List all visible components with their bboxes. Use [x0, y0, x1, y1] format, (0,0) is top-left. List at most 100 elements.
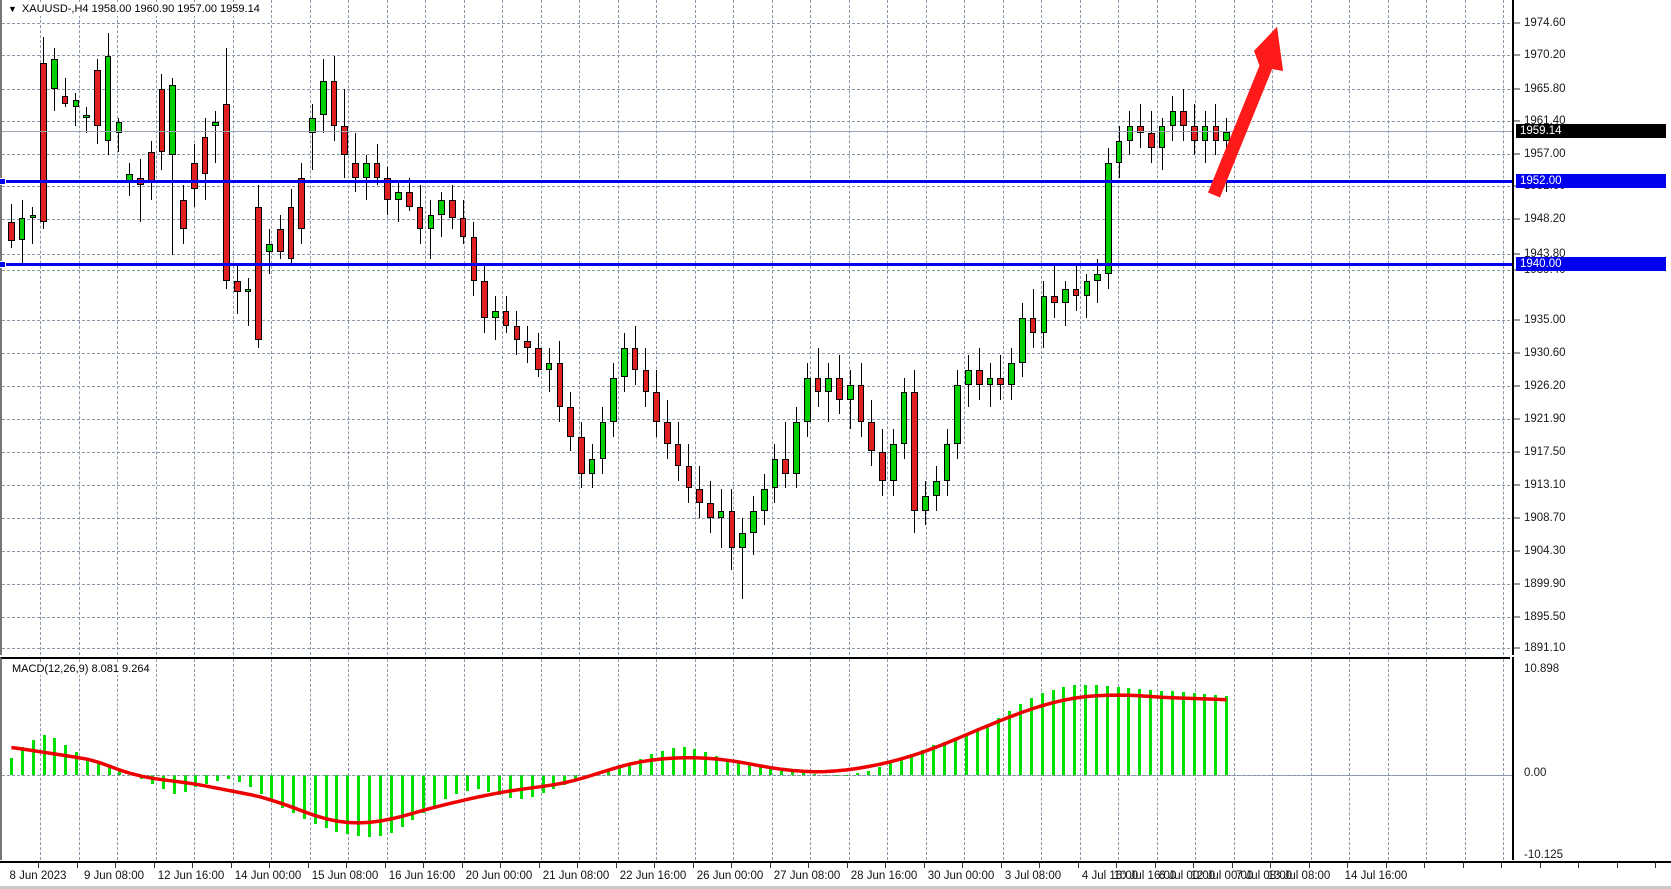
macd-bar: [346, 775, 350, 835]
candle-body: [922, 495, 929, 511]
price-axis-tick: [1514, 120, 1520, 122]
macd-bar: [259, 775, 263, 795]
macd-bar: [226, 775, 230, 780]
macd-bar: [487, 775, 491, 792]
price-axis-tick: [1514, 54, 1520, 56]
horizontal-line-1952[interactable]: [0, 178, 1512, 185]
macd-bar: [172, 775, 176, 795]
price-axis-label: 1921.90: [1524, 413, 1566, 425]
price-axis-label: 1913.10: [1524, 479, 1566, 491]
candle-body: [1083, 281, 1091, 296]
candle-body: [94, 70, 101, 126]
candle-body: [8, 222, 15, 241]
time-axis-label: 15 Jun 08:00: [311, 870, 379, 882]
candle-body: [846, 384, 854, 400]
candle-body: [685, 466, 693, 489]
candle-body: [1148, 133, 1155, 148]
candle-body: [1062, 288, 1069, 304]
macd-bar: [780, 770, 784, 775]
price-axis-tick: [1514, 451, 1520, 453]
macd-bar: [997, 717, 1001, 775]
macd-bar: [107, 767, 111, 775]
candle-body: [449, 199, 456, 219]
time-axis-tick: [1039, 863, 1040, 868]
candle-body: [352, 162, 359, 178]
candle-body: [373, 162, 381, 178]
macd-indicator-pane[interactable]: MACD(12,26,9) 8.081 9.264: [0, 657, 1512, 860]
candle-wick: [172, 77, 174, 256]
candle-body: [416, 207, 424, 230]
time-axis-tick: [1655, 863, 1656, 868]
macd-bar: [237, 775, 241, 782]
candle-body: [803, 377, 811, 422]
macd-bar: [292, 775, 295, 814]
candle-wick: [215, 111, 217, 163]
price-axis-label: 1891.10: [1524, 642, 1566, 654]
price-axis-label: 1948.20: [1524, 213, 1566, 225]
candle-body: [954, 384, 962, 445]
bullish-trend-arrow-icon[interactable]: [1182, 15, 1312, 205]
price-axis-label: 1974.60: [1524, 17, 1566, 29]
price-axis-label: 1970.20: [1524, 49, 1566, 61]
macd-bar: [357, 775, 361, 836]
candle-body: [717, 510, 725, 519]
macd-bar: [519, 775, 523, 799]
candle-body: [1019, 318, 1026, 363]
time-axis-tick: [384, 863, 386, 868]
macd-bar: [194, 775, 198, 788]
hline-anchor[interactable]: [0, 261, 6, 268]
candle-body: [244, 288, 252, 293]
price-badge-1940.00[interactable]: 1940.00: [1516, 257, 1666, 271]
candle-wick: [139, 159, 141, 222]
candle-body: [889, 444, 897, 482]
hline-anchor[interactable]: [0, 178, 6, 185]
candle-wick: [64, 77, 66, 108]
candle-body: [524, 340, 531, 348]
candle-body: [900, 392, 908, 445]
time-axis-tick: [962, 863, 963, 868]
chevron-down-icon[interactable]: ▼: [8, 3, 17, 14]
candle-body: [287, 207, 295, 259]
candle-body: [868, 421, 876, 452]
candle-body: [664, 421, 671, 445]
time-axis-tick: [1000, 863, 1002, 868]
time-axis-label: 10 Jul 16:00: [1113, 870, 1177, 882]
candle-wick: [548, 347, 550, 393]
candle-body: [653, 392, 660, 422]
candle-body: [986, 377, 994, 385]
price-axis[interactable]: 1974.601970.201965.801961.401957.001952.…: [1512, 0, 1671, 655]
candle-body: [857, 384, 865, 422]
macd-bar: [389, 775, 393, 833]
price-chart-pane[interactable]: ▼ XAUUSD-,H4 1958.00 1960.90 1957.00 195…: [0, 0, 1512, 655]
macd-bar: [205, 775, 209, 784]
candle-body: [115, 122, 123, 134]
candle-body: [319, 81, 327, 115]
candle-wick: [1097, 259, 1099, 304]
macd-axis[interactable]: 10.898 0.00 -10.125: [1512, 657, 1671, 861]
time-axis-tick: [76, 863, 78, 868]
macd-bar: [650, 754, 653, 775]
time-axis-tick: [1385, 863, 1387, 868]
time-axis[interactable]: 8 Jun 2023 9 Jun 08:00 12 Jun 16:00 14 Jun …: [0, 861, 1671, 889]
candle-body: [1223, 132, 1230, 141]
candle-body: [233, 281, 241, 293]
macd-bar: [704, 752, 708, 775]
macd-bar: [660, 750, 664, 775]
candle-body: [212, 122, 220, 126]
time-axis-tick: [1308, 863, 1310, 868]
horizontal-line-1940[interactable]: [0, 261, 1512, 268]
price-badge-1959.14[interactable]: 1959.14: [1516, 124, 1666, 138]
symbol-header[interactable]: ▼ XAUUSD-,H4 1958.00 1960.90 1957.00 195…: [8, 2, 263, 16]
price-badge-1952.00[interactable]: 1952.00: [1516, 174, 1666, 188]
macd-bar: [1181, 692, 1185, 775]
candle-wick: [1086, 273, 1088, 319]
candle-body: [879, 451, 886, 482]
macd-bar: [736, 761, 740, 775]
candle-body: [61, 96, 69, 104]
price-axis-tick: [1514, 352, 1520, 354]
macd-bar: [606, 769, 610, 775]
candle-body: [588, 458, 596, 474]
macd-bar: [867, 770, 870, 775]
price-axis-tick: [1514, 418, 1520, 420]
candle-body: [696, 488, 703, 504]
